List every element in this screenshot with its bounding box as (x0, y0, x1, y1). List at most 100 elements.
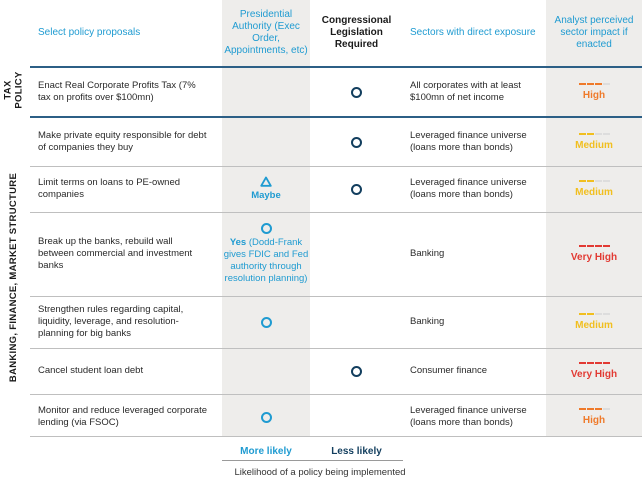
table-row: Monitor and reduce leveraged corporate l… (30, 394, 642, 440)
policy-proposal: Cancel student loan debt (38, 365, 144, 376)
presidential-authority-verdict: Yes (229, 237, 247, 248)
impact-level-segment (594, 179, 602, 182)
impact-level-segment (594, 407, 602, 410)
row-divider (30, 166, 642, 167)
impact-level-bar (578, 179, 610, 182)
sector-impact-cell: Medium (546, 296, 642, 348)
row-divider (30, 348, 642, 349)
sector-exposure: Leveraged finance universe (loans more t… (410, 177, 527, 200)
likelihood-caption: Likelihood of a policy being implemented (234, 467, 406, 478)
impact-level-bar (578, 361, 610, 364)
impact-column-band (546, 0, 642, 436)
row-divider (30, 212, 642, 213)
impact-label: Very High (570, 368, 618, 380)
impact-level-segment (578, 82, 586, 85)
sector-impact-cell: Medium (546, 166, 642, 212)
more-likely-label: More likely (240, 446, 292, 457)
impact-level-segment (594, 82, 602, 85)
impact-level-segment (594, 361, 602, 364)
presidential-authority-circle-icon (260, 411, 272, 423)
presidential-authority-cell (222, 118, 310, 166)
header-sector-impact: Analyst perceived sector impact if enact… (554, 15, 634, 50)
group-label-tax: TAX POLICY (3, 71, 26, 109)
header-proposals: Select policy proposals (38, 27, 141, 38)
policy-proposal: Monitor and reduce leveraged corporate l… (38, 405, 207, 428)
presidential-authority-verdict: Maybe (251, 190, 281, 201)
presidential-authority-circle-icon (260, 316, 272, 328)
likelihood-axis-line (222, 460, 403, 461)
table-row: Strengthen rules regarding capital, liqu… (30, 296, 642, 348)
row-divider (30, 296, 642, 297)
impact-level-segment (586, 312, 594, 315)
header-divider (30, 66, 642, 68)
impact-level-segment (578, 407, 586, 410)
policy-proposal: Make private equity responsible for debt… (38, 130, 207, 153)
presidential-authority-note: Yes (Dodd-Frank gives FDIC and Fed autho… (222, 237, 310, 285)
impact-level-segment (586, 407, 594, 410)
header-congressional-legislation: Congressional Legislation Required (321, 15, 392, 50)
presidential-authority-cell: Yes (Dodd-Frank gives FDIC and Fed autho… (222, 212, 310, 296)
impact-level-segment (594, 244, 602, 247)
impact-level-segment (602, 244, 610, 247)
congressional-column-band (310, 0, 403, 436)
table-row: Make private equity responsible for debt… (30, 118, 642, 166)
header-presidential-authority: Presidential Authority (Exec Order, Appo… (224, 9, 308, 56)
congressional-legislation-circle-icon (351, 365, 362, 377)
impact-level-segment (578, 179, 586, 182)
impact-level-bar (578, 132, 610, 135)
table-row: Cancel student loan debt Consumer finance… (30, 348, 642, 394)
impact-level-segment (602, 361, 610, 364)
presidential-authority-cell (222, 348, 310, 394)
sector-impact-cell: Very High (546, 212, 642, 296)
less-likely-label: Less likely (331, 446, 382, 457)
congressional-legislation-cell (310, 212, 403, 296)
sector-impact-cell: Medium (546, 118, 642, 166)
group-divider (30, 116, 642, 118)
impact-level-segment (594, 132, 602, 135)
congressional-legislation-cell (310, 118, 403, 166)
impact-level-segment (602, 82, 610, 85)
table-row: Enact Real Corporate Profits Tax (7% tax… (30, 68, 642, 116)
policy-proposal: Break up the banks, rebuild wall between… (38, 236, 193, 271)
impact-label: Medium (575, 186, 613, 198)
congressional-legislation-cell (310, 296, 403, 348)
sector-exposure: Leveraged finance universe (loans more t… (410, 405, 527, 428)
congressional-legislation-cell (310, 166, 403, 212)
impact-level-segment (602, 312, 610, 315)
impact-label: Medium (575, 319, 613, 331)
maybe-triangle-icon (260, 176, 272, 187)
impact-level-segment (586, 179, 594, 182)
congressional-legislation-cell (310, 68, 403, 116)
table-row: Limit terms on loans to PE-owned compani… (30, 166, 642, 212)
presidential-authority-detail: (Dodd-Frank gives FDIC and Fed authority… (223, 237, 309, 284)
sector-exposure: Consumer finance (410, 365, 488, 376)
impact-label: High (582, 414, 606, 426)
congressional-legislation-cell (310, 348, 403, 394)
sector-exposure: Banking (410, 248, 445, 259)
policy-proposal: Limit terms on loans to PE-owned compani… (38, 177, 181, 200)
impact-level-bar (578, 312, 610, 315)
row-divider (30, 394, 642, 395)
header-sectors: Sectors with direct exposure (410, 27, 536, 38)
sector-impact-cell: High (546, 68, 642, 116)
impact-label: High (582, 89, 606, 101)
impact-level-segment (594, 312, 602, 315)
impact-level-segment (586, 361, 594, 364)
sector-impact-cell: Very High (546, 348, 642, 394)
presidential-authority-cell (222, 394, 310, 440)
table-bottom-rule (30, 436, 642, 437)
impact-level-segment (602, 132, 610, 135)
policy-proposal: Enact Real Corporate Profits Tax (7% tax… (38, 80, 196, 103)
impact-level-bar (578, 407, 610, 410)
impact-level-segment (602, 179, 610, 182)
impact-level-segment (586, 244, 594, 247)
impact-level-segment (578, 361, 586, 364)
impact-level-segment (578, 312, 586, 315)
presidential-authority-cell (222, 296, 310, 348)
congressional-legislation-circle-icon (351, 86, 362, 98)
sector-exposure: Leveraged finance universe (loans more t… (410, 130, 527, 153)
presidential-authority-cell: Maybe (222, 166, 310, 212)
sector-exposure: Banking (410, 316, 445, 327)
presidential-column-band (222, 0, 310, 436)
presidential-authority-cell (222, 68, 310, 116)
